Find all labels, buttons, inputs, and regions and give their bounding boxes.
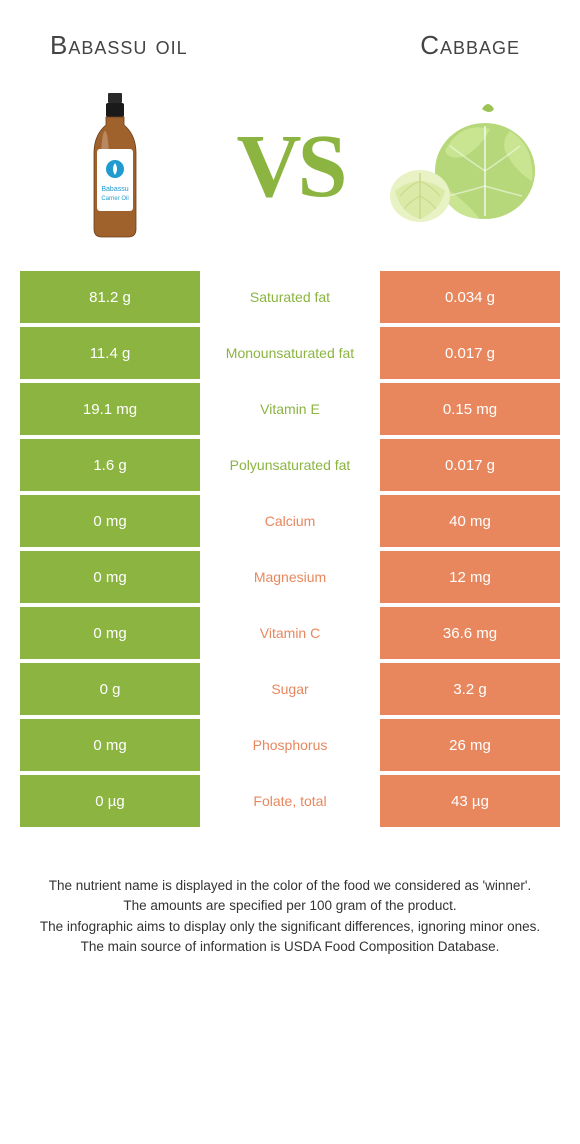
title-right: Cabbage	[420, 30, 520, 61]
nutrient-label: Monounsaturated fat	[200, 327, 380, 379]
value-right: 36.6 mg	[380, 607, 560, 659]
footer-line: The nutrient name is displayed in the co…	[30, 876, 550, 896]
footer-line: The amounts are specified per 100 gram o…	[30, 896, 550, 916]
vs-label: VS	[236, 115, 343, 218]
svg-text:Babassu: Babassu	[101, 186, 128, 193]
value-left: 0 mg	[20, 719, 200, 771]
cabbage-icon	[390, 101, 540, 231]
value-right: 26 mg	[380, 719, 560, 771]
value-left: 1.6 g	[20, 439, 200, 491]
value-left: 0 µg	[20, 775, 200, 827]
product-image-left: Babassu Carrier Oil	[40, 91, 190, 241]
nutrient-label: Sugar	[200, 663, 380, 715]
table-row: 0 mgCalcium40 mg	[20, 495, 560, 547]
nutrient-label: Vitamin E	[200, 383, 380, 435]
product-image-right	[390, 91, 540, 241]
table-row: 0 µgFolate, total43 µg	[20, 775, 560, 827]
hero-row: Babassu Carrier Oil VS	[0, 71, 580, 271]
table-row: 0 mgMagnesium12 mg	[20, 551, 560, 603]
footer-line: The infographic aims to display only the…	[30, 917, 550, 937]
value-right: 43 µg	[380, 775, 560, 827]
table-row: 0 mgVitamin C36.6 mg	[20, 607, 560, 659]
value-left: 19.1 mg	[20, 383, 200, 435]
footer-notes: The nutrient name is displayed in the co…	[0, 831, 580, 977]
footer-line: The main source of information is USDA F…	[30, 937, 550, 957]
value-right: 40 mg	[380, 495, 560, 547]
value-left: 81.2 g	[20, 271, 200, 323]
table-row: 19.1 mgVitamin E0.15 mg	[20, 383, 560, 435]
table-row: 11.4 gMonounsaturated fat0.017 g	[20, 327, 560, 379]
title-left: Babassu oil	[50, 30, 188, 61]
value-right: 0.15 mg	[380, 383, 560, 435]
nutrient-label: Folate, total	[200, 775, 380, 827]
nutrient-label: Vitamin C	[200, 607, 380, 659]
svg-text:Carrier Oil: Carrier Oil	[101, 196, 128, 202]
value-left: 0 mg	[20, 551, 200, 603]
value-left: 11.4 g	[20, 327, 200, 379]
nutrient-label: Saturated fat	[200, 271, 380, 323]
nutrient-label: Magnesium	[200, 551, 380, 603]
table-row: 0 gSugar3.2 g	[20, 663, 560, 715]
value-right: 12 mg	[380, 551, 560, 603]
oil-bottle-icon: Babassu Carrier Oil	[80, 91, 150, 241]
value-right: 0.017 g	[380, 327, 560, 379]
nutrient-label: Phosphorus	[200, 719, 380, 771]
nutrient-label: Calcium	[200, 495, 380, 547]
nutrient-label: Polyunsaturated fat	[200, 439, 380, 491]
value-left: 0 mg	[20, 495, 200, 547]
value-right: 0.017 g	[380, 439, 560, 491]
header: Babassu oil Cabbage	[0, 0, 580, 71]
value-right: 0.034 g	[380, 271, 560, 323]
table-row: 81.2 gSaturated fat0.034 g	[20, 271, 560, 323]
table-row: 0 mgPhosphorus26 mg	[20, 719, 560, 771]
value-left: 0 mg	[20, 607, 200, 659]
value-left: 0 g	[20, 663, 200, 715]
table-row: 1.6 gPolyunsaturated fat0.017 g	[20, 439, 560, 491]
value-right: 3.2 g	[380, 663, 560, 715]
comparison-table: 81.2 gSaturated fat0.034 g11.4 gMonounsa…	[0, 271, 580, 827]
